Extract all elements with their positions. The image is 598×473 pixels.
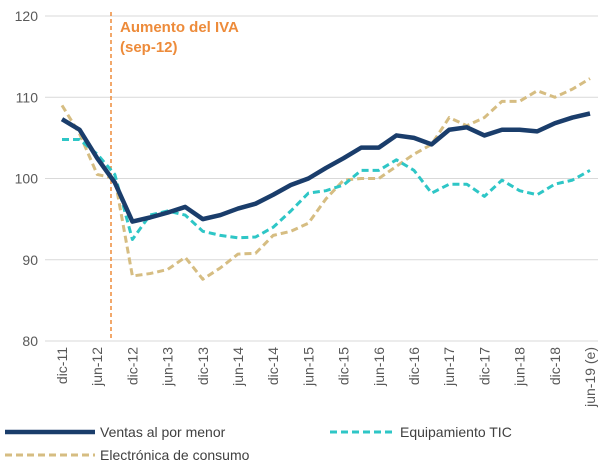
x-tick-label: jun-14	[230, 347, 246, 387]
y-tick-label: 120	[15, 8, 39, 24]
annotation-text: (sep-12)	[120, 39, 178, 56]
y-tick-label: 110	[16, 89, 39, 105]
x-tick-label: dic-18	[547, 347, 563, 385]
x-tick-label: dic-17	[476, 347, 492, 385]
y-tick-label: 90	[22, 252, 38, 268]
x-tick-label: jun-15	[300, 347, 316, 387]
series-line	[60, 77, 591, 281]
y-tick-label: 100	[15, 171, 39, 187]
x-tick-label: jun-13	[160, 347, 176, 387]
x-tick-label: jun-16	[371, 347, 387, 387]
y-tick-label: 80	[22, 333, 38, 349]
x-tick-label: dic-13	[195, 347, 211, 385]
legend-label: Electrónica de consumo	[100, 447, 250, 463]
series-line	[60, 111, 591, 224]
legend-label: Equipamiento TIC	[400, 424, 512, 440]
legend-label: Ventas al por menor	[100, 424, 226, 440]
x-tick-label: dic-15	[336, 347, 352, 385]
x-tick-label: jun-12	[89, 347, 105, 387]
x-tick-label: dic-12	[124, 347, 140, 385]
x-tick-label: dic-16	[406, 347, 422, 385]
annotation-text: Aumento del IVA	[120, 19, 239, 36]
x-tick-label: jun-18	[512, 347, 528, 387]
x-tick-label: dic-14	[265, 347, 281, 385]
x-tick-label: jun-17	[441, 347, 457, 387]
x-tick-label: dic-11	[54, 347, 70, 384]
x-tick-label: jun-19 (e)	[582, 347, 598, 408]
series-line	[62, 138, 591, 241]
